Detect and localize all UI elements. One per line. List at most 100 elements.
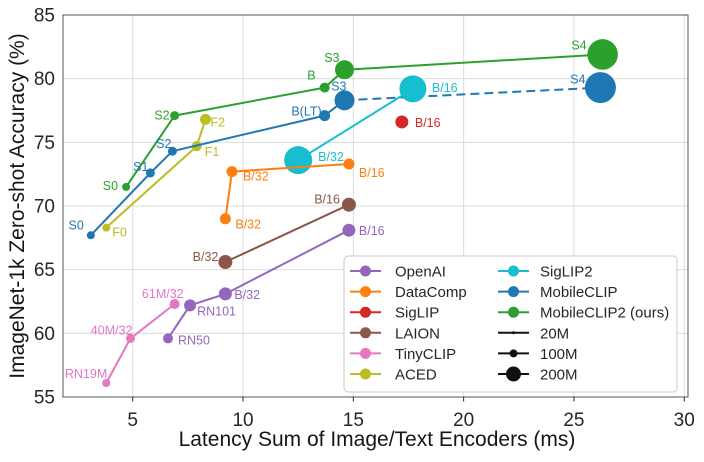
point-laion-b-16-1 [341, 197, 356, 212]
point-label-openai-rn50-0: RN50 [178, 333, 210, 347]
point-mobileclip-s2-2 [167, 146, 177, 156]
point-labels: RN50 RN101 B/32 B/16 B/16 B/32 B/16 RN19M 40M/32… [65, 38, 587, 381]
legend-label-mobileclip: MobileCLIP [540, 284, 618, 301]
series-siglip [395, 115, 409, 129]
point-label-mobileclip-s1-1: S1 [133, 160, 148, 174]
legend-label-100m: 100M [540, 346, 578, 363]
point-openai-b-32-2 [218, 287, 232, 301]
point-tinyclip-rn19m-0 [102, 378, 111, 387]
legend-entry-siglip2: SigLIP2 [498, 264, 593, 281]
series-laion [218, 197, 356, 270]
point-label-openai-b-16-3: B/16 [359, 224, 385, 238]
legend-marker-laion [360, 327, 371, 339]
y-axis-title: ImageNet-1k Zero-shot Accuracy (%) [6, 33, 29, 378]
tick-label-x-25: 25 [563, 410, 584, 431]
legend-marker-siglip2 [508, 265, 519, 277]
point-datacomp-b-32-0 [219, 213, 231, 225]
point-label-mobileclip-s3-4: S3 [331, 79, 346, 93]
point-laion-b-32-0 [218, 255, 233, 270]
legend-marker-20m [512, 331, 515, 335]
point-label-siglip-b-16-0: B/16 [415, 116, 441, 130]
point-mobileclip-s4-5 [584, 72, 616, 104]
series-tinyclip [102, 299, 180, 387]
legend-label-tinyclip: TinyCLIP [395, 346, 456, 363]
series-mobileclip2-ours [122, 39, 618, 191]
legend-marker-aced [360, 368, 371, 380]
point-label-openai-b-32-2: B/32 [234, 288, 260, 302]
point-label-datacomp-b-32-1: B/32 [243, 170, 269, 184]
series-line-tinyclip [105, 303, 176, 384]
legend-entry-tinyclip: TinyCLIP [350, 346, 456, 363]
legend: OpenAI DataComp SigLIP LAION TinyCLIP ACED Sig… [343, 255, 678, 393]
legend-entry-laion: LAION [350, 325, 440, 342]
legend-marker-mobileclip [508, 286, 519, 298]
point-tinyclip-40m-32-1 [126, 333, 136, 343]
legend-label-aced: ACED [395, 367, 437, 384]
point-mobileclip-s0-0 [86, 231, 95, 240]
x-axis-title: Latency Sum of Image/Text Encoders (ms) [179, 428, 576, 451]
point-openai-rn50-0 [163, 333, 174, 344]
legend-entry-openai: OpenAI [350, 264, 446, 281]
tick-label-x-15: 15 [343, 410, 364, 431]
plot-border [62, 14, 689, 398]
series-line-laion [224, 203, 350, 263]
series-mobileclip [86, 72, 616, 240]
point-datacomp-b-16-2 [343, 158, 355, 170]
tick-label-y-85: 85 [34, 6, 55, 27]
tick-label-x-10: 10 [232, 410, 253, 431]
legend-label-laion: LAION [395, 325, 440, 342]
point-label-mobileclip2-ours-s3-3: S3 [324, 51, 339, 65]
point-label-mobileclip2-ours-s0-0: S0 [103, 179, 118, 193]
series-aced [102, 113, 212, 232]
point-label-mobileclip2-ours-b-2: B [307, 69, 315, 83]
point-label-mobileclip-s0-0: S0 [69, 218, 84, 232]
legend-entry-100m: 100M [498, 346, 578, 363]
point-mobileclip2-ours-s2-1 [170, 111, 180, 121]
point-label-openai-rn101-1: RN101 [197, 304, 236, 318]
series-line-dashed-mobileclip [344, 86, 601, 102]
point-label-tinyclip-40m-32-1: 40M/32 [91, 323, 133, 337]
tick-label-y-70: 70 [34, 197, 55, 218]
legend-entry-200m: 200M [498, 366, 578, 384]
point-siglip2-b-16-1 [399, 75, 427, 103]
legend-marker-tinyclip [360, 347, 371, 359]
legend-marker-siglip [360, 306, 371, 318]
point-mobileclip-b-lt-3 [319, 110, 331, 122]
point-label-tinyclip-61m-32-2: 61M/32 [142, 287, 184, 301]
point-label-laion-b-32-0: B/32 [193, 250, 219, 264]
tick-label-x-5: 5 [127, 410, 138, 431]
point-aced-f2-2 [200, 113, 212, 125]
legend-marker-200m [506, 366, 521, 382]
tick-label-x-20: 20 [453, 410, 474, 431]
series-line-siglip2 [297, 88, 414, 162]
legend-label-mobileclip2-ours: MobileCLIP2 (ours) [540, 305, 669, 322]
point-datacomp-b-32-1 [226, 166, 238, 178]
point-label-tinyclip-rn19m-0: RN19M [65, 367, 107, 381]
legend-entry-aced: ACED [350, 367, 437, 384]
legend-label-200m: 200M [540, 367, 578, 384]
legend-label-openai: OpenAI [395, 264, 446, 281]
tick-label-y-80: 80 [34, 69, 55, 90]
point-mobileclip2-ours-s0-0 [122, 182, 131, 191]
legend-entry-20m: 20M [498, 325, 569, 342]
legend-marker-100m [509, 349, 518, 358]
point-mobileclip2-ours-b-2 [319, 82, 330, 93]
point-label-aced-f1-1: F1 [205, 145, 220, 159]
legend-entry-mobileclip2-ours: MobileCLIP2 (ours) [498, 305, 669, 322]
point-mobileclip-s3-4 [334, 90, 355, 111]
point-openai-b-16-3 [342, 223, 356, 237]
legend-marker-openai [360, 265, 371, 277]
point-siglip2-b-32-0 [284, 146, 313, 175]
legend-marker-mobileclip2-ours [508, 306, 519, 318]
series-datacomp [219, 158, 355, 225]
legend-entry-datacomp: DataComp [350, 284, 467, 301]
series-openai [163, 223, 356, 344]
point-label-mobileclip2-ours-s2-1: S2 [154, 109, 169, 123]
point-aced-f0-0 [102, 223, 111, 232]
point-label-datacomp-b-32-0: B/32 [235, 218, 261, 232]
point-label-mobileclip2-ours-s4-4: S4 [571, 38, 586, 52]
series-line-aced [105, 119, 207, 229]
legend-label-siglip2: SigLIP2 [540, 264, 593, 281]
